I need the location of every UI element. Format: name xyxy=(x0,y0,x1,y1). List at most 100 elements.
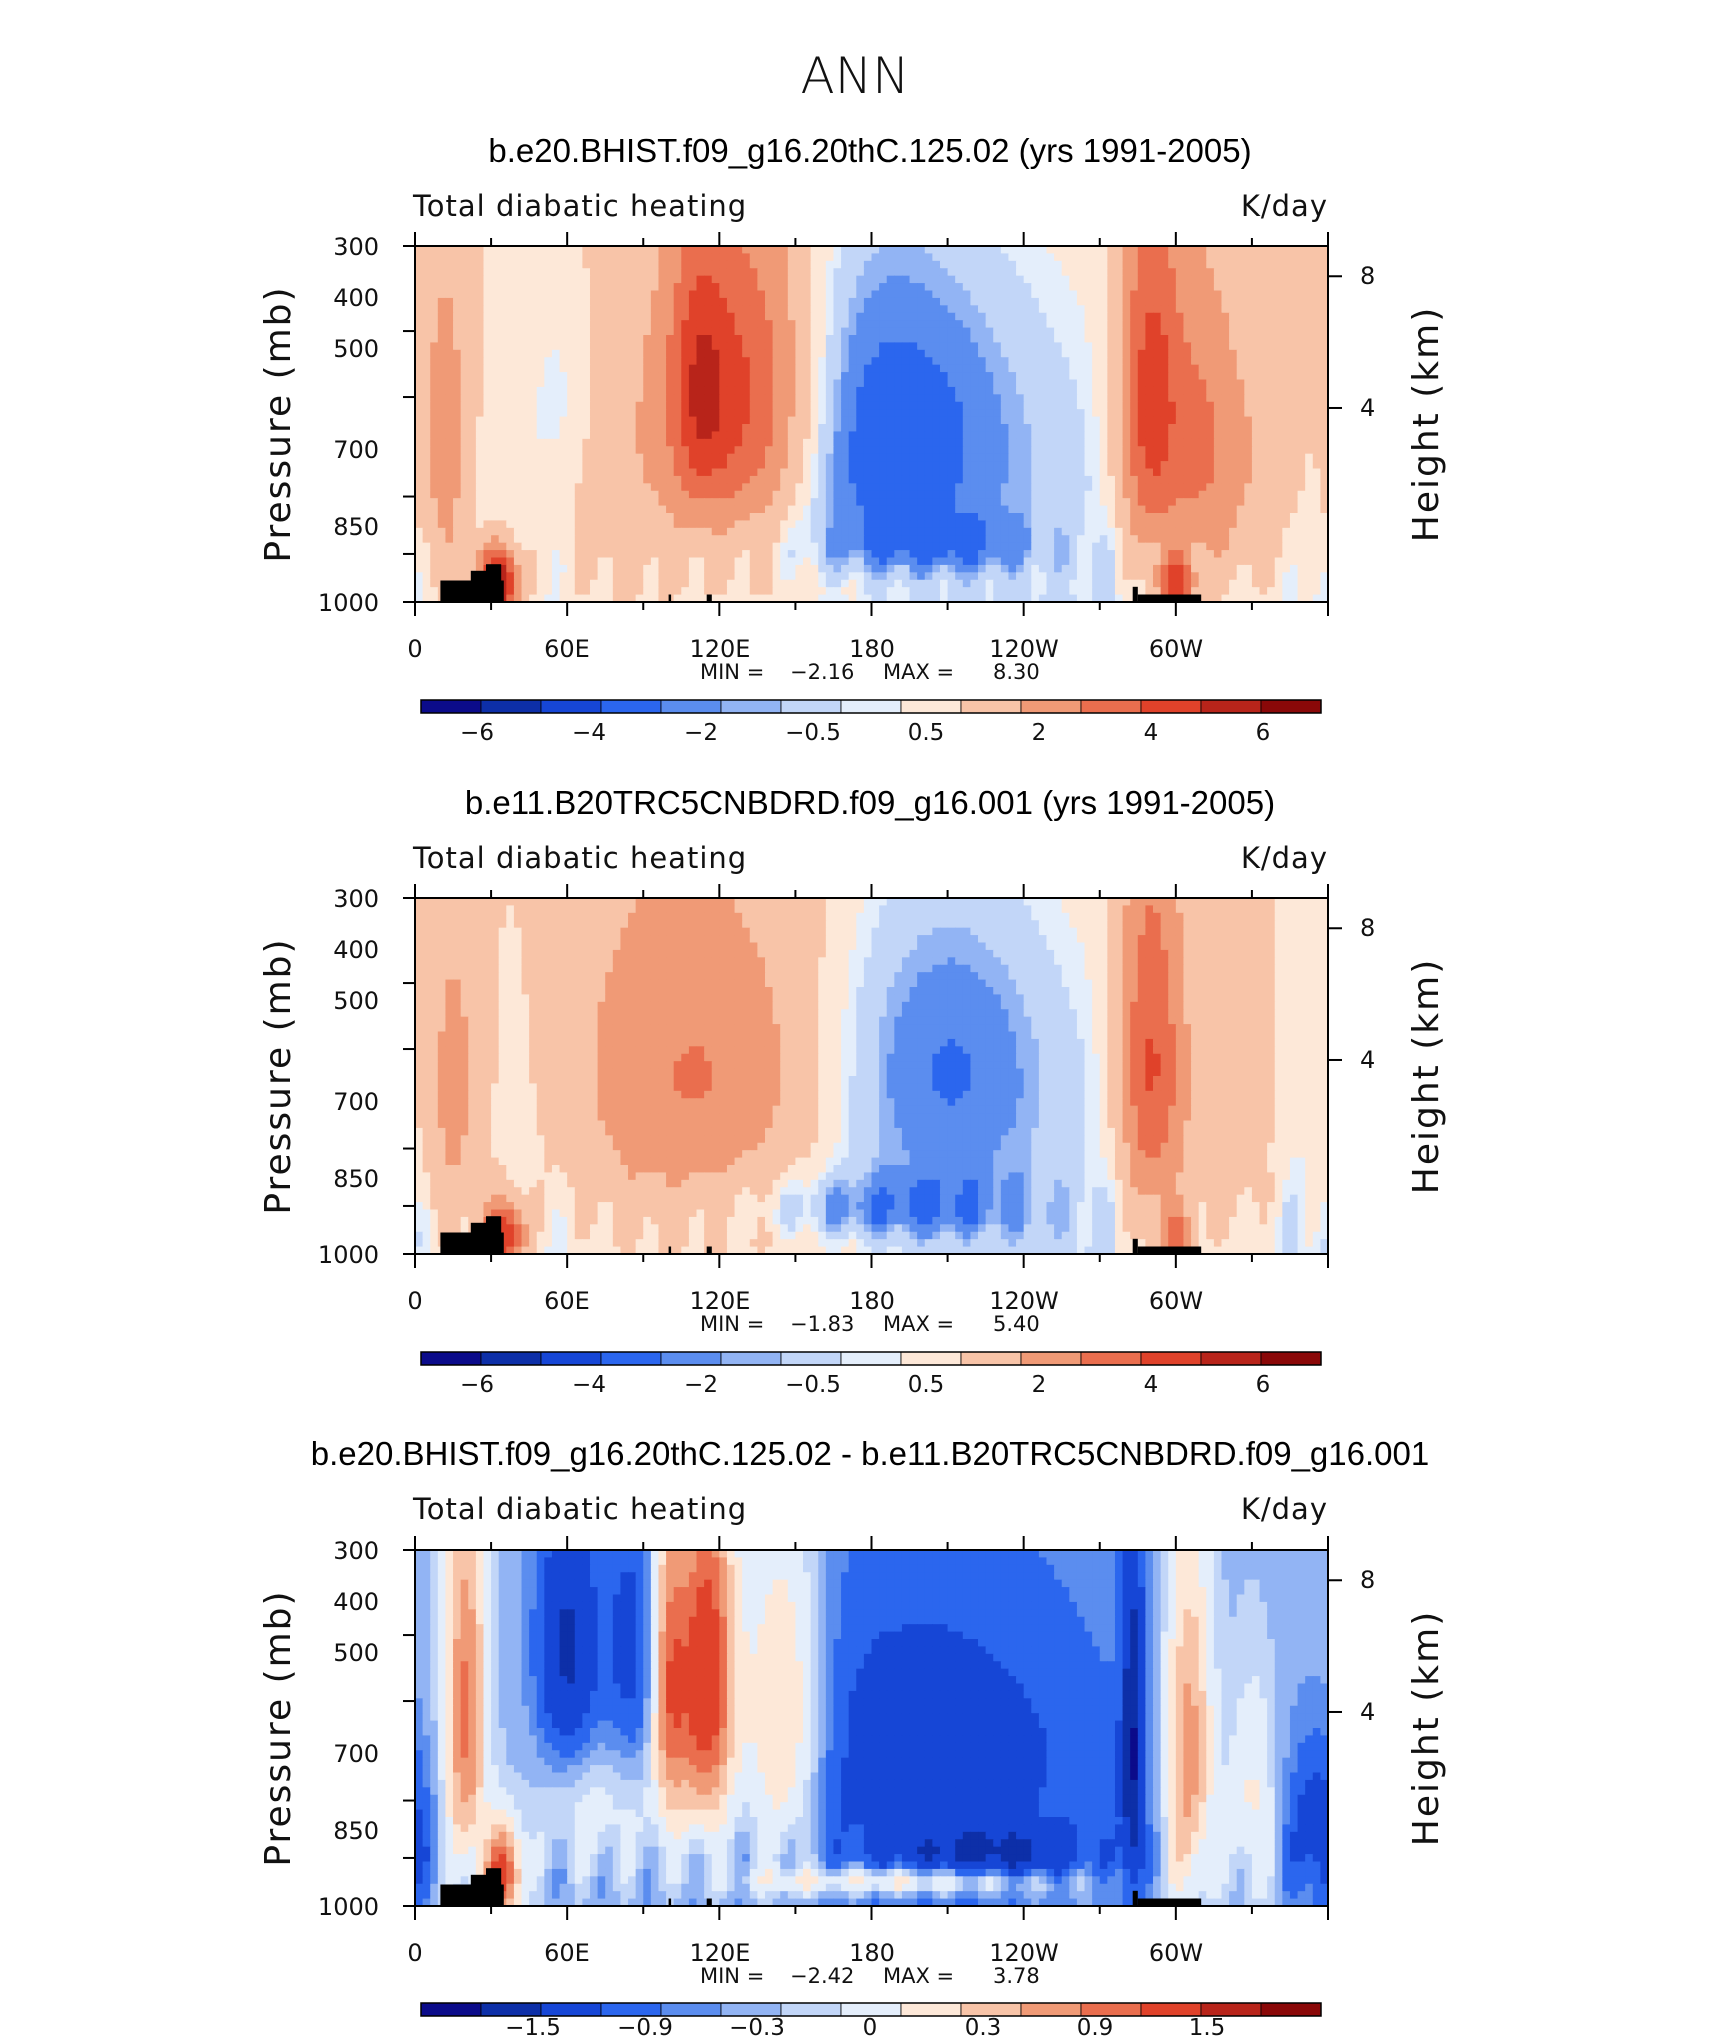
contour-cell xyxy=(848,394,857,403)
contour-cell xyxy=(551,283,561,292)
contour-cell xyxy=(939,327,949,336)
contour-cell xyxy=(643,386,652,395)
contour-cell xyxy=(1145,297,1154,306)
contour-cell xyxy=(719,342,728,351)
contour-cell xyxy=(1038,327,1048,336)
contour-cell xyxy=(1023,475,1032,484)
contour-cell xyxy=(757,416,766,425)
contour-cell xyxy=(650,401,660,410)
contour-cell xyxy=(506,327,515,336)
contour-cell xyxy=(430,550,439,559)
contour-cell xyxy=(917,424,926,433)
contour-cell xyxy=(529,527,538,536)
contour-cell xyxy=(848,453,857,462)
contour-cell xyxy=(1274,453,1283,462)
contour-cell xyxy=(1160,401,1169,410)
contour-cell xyxy=(894,312,903,321)
contour-cell xyxy=(1168,357,1177,366)
contour-cell xyxy=(879,305,888,314)
contour-cell xyxy=(422,327,431,336)
contour-cell xyxy=(567,550,576,559)
contour-cell xyxy=(818,372,827,381)
contour-cell xyxy=(1251,379,1261,388)
contour-cell xyxy=(1251,268,1261,277)
contour-cell xyxy=(962,364,972,373)
contour-cell xyxy=(1069,246,1078,255)
contour-cell xyxy=(574,312,583,321)
contour-cell xyxy=(841,453,850,462)
contour-cell xyxy=(1122,542,1131,551)
contour-cell xyxy=(726,483,736,492)
contour-cell xyxy=(833,424,842,433)
contour-cell xyxy=(704,424,713,433)
contour-cell xyxy=(1168,446,1177,455)
contour-cell xyxy=(666,446,675,455)
contour-cell xyxy=(1206,372,1215,381)
contour-cell xyxy=(529,312,538,321)
contour-cell xyxy=(1191,468,1200,477)
contour-cell xyxy=(453,320,462,329)
contour-cell xyxy=(468,275,477,284)
contour-cell xyxy=(1259,320,1268,329)
contour-cell xyxy=(1130,431,1139,440)
contour-cell xyxy=(924,483,933,492)
contour-cell xyxy=(544,394,553,403)
contour-cell xyxy=(742,312,751,321)
contour-cell xyxy=(1198,327,1207,336)
contour-cell xyxy=(1038,431,1048,440)
contour-cell xyxy=(810,246,819,255)
contour-cell xyxy=(772,327,781,336)
contour-cell xyxy=(635,312,644,321)
contour-cell xyxy=(810,475,819,484)
contour-cell xyxy=(468,253,477,262)
contour-cell xyxy=(970,527,979,536)
contour-cell xyxy=(437,342,447,351)
contour-cell xyxy=(544,550,553,559)
contour-cell xyxy=(742,416,751,425)
contour-cell xyxy=(780,349,789,358)
contour-cell xyxy=(894,327,903,336)
contour-cell xyxy=(1297,260,1306,269)
contour-cell xyxy=(932,416,941,425)
contour-cell xyxy=(704,283,713,292)
contour-cell xyxy=(962,290,972,299)
contour-cell xyxy=(833,364,842,373)
contour-cell xyxy=(704,483,713,492)
contour-cell xyxy=(939,438,949,447)
contour-cell xyxy=(1160,268,1169,277)
contour-cell xyxy=(1229,394,1238,403)
panel-1-plot-area xyxy=(403,232,1342,616)
contour-cell xyxy=(628,461,637,470)
contour-cell xyxy=(810,438,819,447)
contour-cell xyxy=(962,268,972,277)
contour-cell xyxy=(1031,453,1040,462)
contour-cell xyxy=(1267,253,1276,262)
contour-cell xyxy=(711,246,720,255)
contour-cell xyxy=(445,253,454,262)
contour-cell xyxy=(901,431,911,440)
contour-cell xyxy=(1297,401,1306,410)
contour-cell xyxy=(1206,394,1215,403)
contour-cell xyxy=(749,542,758,551)
contour-cell xyxy=(1145,379,1154,388)
contour-cell xyxy=(1016,498,1025,507)
contour-cell xyxy=(780,409,789,418)
contour-cell xyxy=(681,246,690,255)
contour-cell xyxy=(932,483,941,492)
contour-cell xyxy=(1031,424,1040,433)
contour-cell xyxy=(582,297,591,306)
contour-cell xyxy=(1198,364,1207,373)
contour-cell xyxy=(1183,542,1192,551)
contour-cell xyxy=(498,513,507,522)
contour-cell xyxy=(460,542,469,551)
contour-cell xyxy=(468,357,477,366)
contour-cell xyxy=(559,246,568,255)
contour-cell xyxy=(1229,424,1238,433)
contour-cell xyxy=(1130,453,1139,462)
contour-cell xyxy=(506,312,515,321)
contour-cell xyxy=(772,483,781,492)
contour-cell xyxy=(415,431,424,440)
contour-cell xyxy=(1023,513,1032,522)
contour-cell xyxy=(726,424,736,433)
contour-cell xyxy=(970,483,979,492)
